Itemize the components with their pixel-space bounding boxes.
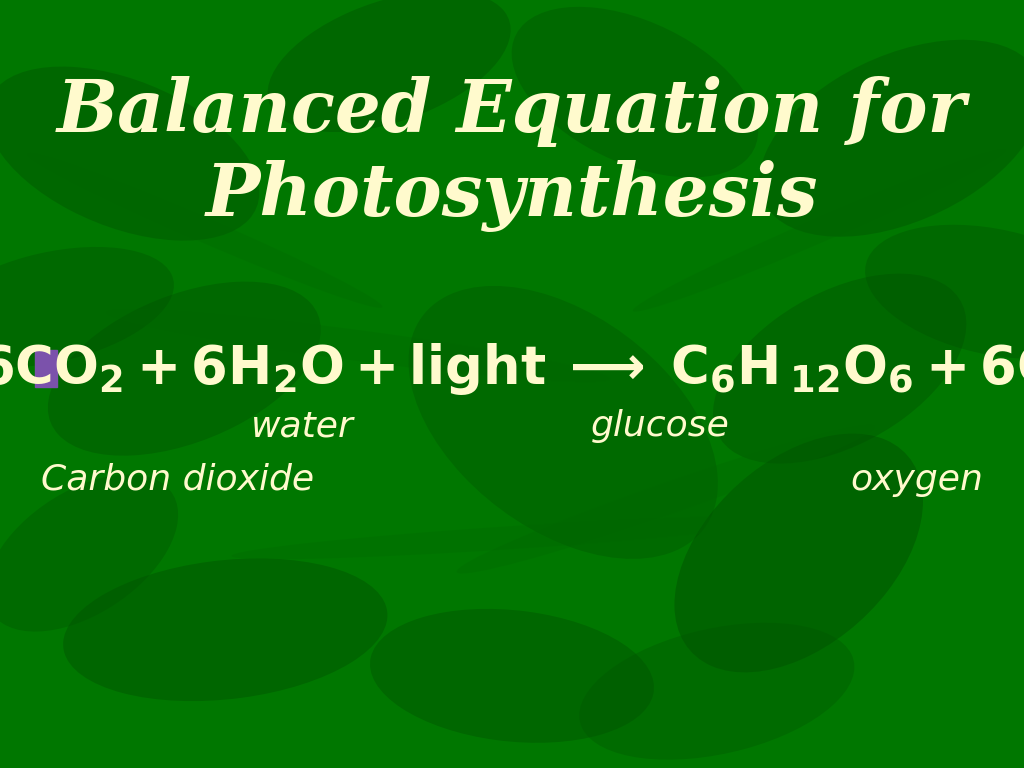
Text: water: water bbox=[251, 409, 353, 443]
Ellipse shape bbox=[512, 7, 758, 177]
Text: Carbon dioxide: Carbon dioxide bbox=[41, 463, 314, 497]
Ellipse shape bbox=[580, 623, 854, 760]
Ellipse shape bbox=[106, 309, 610, 382]
Ellipse shape bbox=[63, 558, 387, 701]
Text: glucose: glucose bbox=[591, 409, 730, 443]
Ellipse shape bbox=[267, 0, 511, 132]
Ellipse shape bbox=[457, 425, 874, 574]
Ellipse shape bbox=[409, 286, 718, 559]
Ellipse shape bbox=[370, 609, 654, 743]
Ellipse shape bbox=[0, 67, 259, 240]
Text: Photosynthesis: Photosynthesis bbox=[206, 160, 818, 232]
Ellipse shape bbox=[713, 273, 967, 464]
Text: Balanced Equation for: Balanced Equation for bbox=[57, 76, 967, 147]
Text: $\mathbf{6CO_2 + 6H_2O + light}$$\mathbf{\;\longrightarrow\; C_6H\,_{12}O_6 + 6O: $\mathbf{6CO_2 + 6H_2O + light}$$\mathbf… bbox=[0, 341, 1024, 396]
Text: oxygen: oxygen bbox=[850, 463, 983, 497]
Ellipse shape bbox=[865, 225, 1024, 359]
Ellipse shape bbox=[48, 282, 321, 455]
Ellipse shape bbox=[0, 247, 174, 367]
FancyBboxPatch shape bbox=[35, 350, 57, 387]
Ellipse shape bbox=[28, 153, 382, 308]
Ellipse shape bbox=[633, 149, 1006, 312]
Ellipse shape bbox=[675, 434, 923, 672]
Ellipse shape bbox=[0, 475, 178, 631]
Ellipse shape bbox=[760, 40, 1024, 237]
Ellipse shape bbox=[231, 516, 793, 559]
